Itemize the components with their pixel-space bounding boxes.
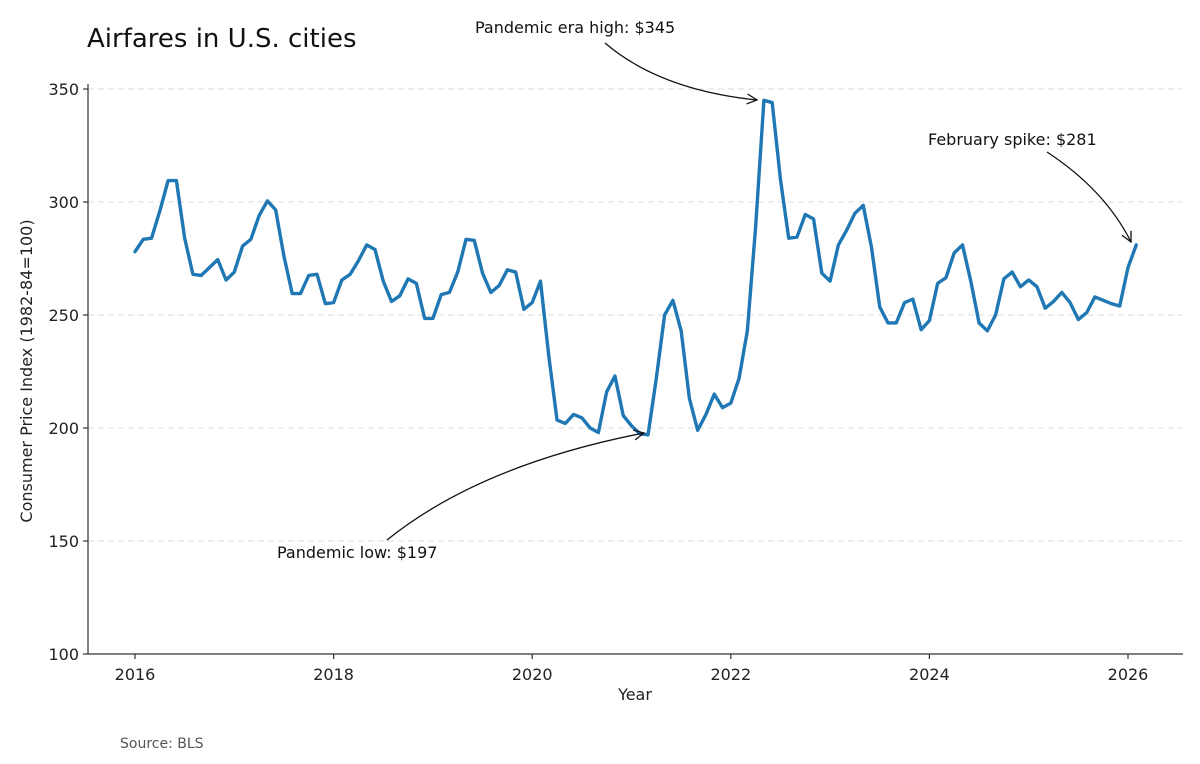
x-tick-label: 2016: [115, 665, 156, 684]
y-tick-label: 250: [48, 306, 79, 325]
x-tick-label: 2018: [313, 665, 354, 684]
x-tick-label: 2026: [1108, 665, 1149, 684]
chart-title: Airfares in U.S. cities: [87, 24, 356, 54]
source-note: Source: BLS: [120, 736, 204, 752]
x-tick-label: 2020: [512, 665, 553, 684]
axes: [87, 84, 1183, 655]
annotation-arrow-february-spike: [1046, 151, 1131, 242]
y-tick-label: 200: [48, 419, 79, 438]
series-line-airfares-cpi: [133, 98, 1138, 437]
annotation-arrow-pandemic-high: [604, 42, 757, 100]
y-tick-label: 150: [48, 532, 79, 551]
y-tick-label: 350: [48, 80, 79, 99]
y-ticks: 100 150 200 250 300 350: [48, 80, 88, 664]
y-axis-label: Consumer Price Index (1982-84=100): [17, 219, 36, 522]
annotation-pandemic-low: Pandemic low: $197: [277, 543, 437, 562]
annotations: Pandemic era high: $345 Pandemic low: $1…: [277, 18, 1131, 562]
x-ticks: 2016 2018 2020 2022 2024 2026: [115, 654, 1149, 684]
annotation-pandemic-high: Pandemic era high: $345: [475, 18, 675, 37]
y-tick-label: 100: [48, 645, 79, 664]
y-tick-label: 300: [48, 193, 79, 212]
annotation-arrow-pandemic-low: [386, 433, 644, 541]
annotation-february-spike: February spike: $281: [928, 130, 1097, 149]
gridlines: [88, 88, 1183, 542]
x-tick-label: 2024: [909, 665, 950, 684]
x-tick-label: 2022: [710, 665, 751, 684]
x-axis-label: Year: [617, 685, 652, 704]
